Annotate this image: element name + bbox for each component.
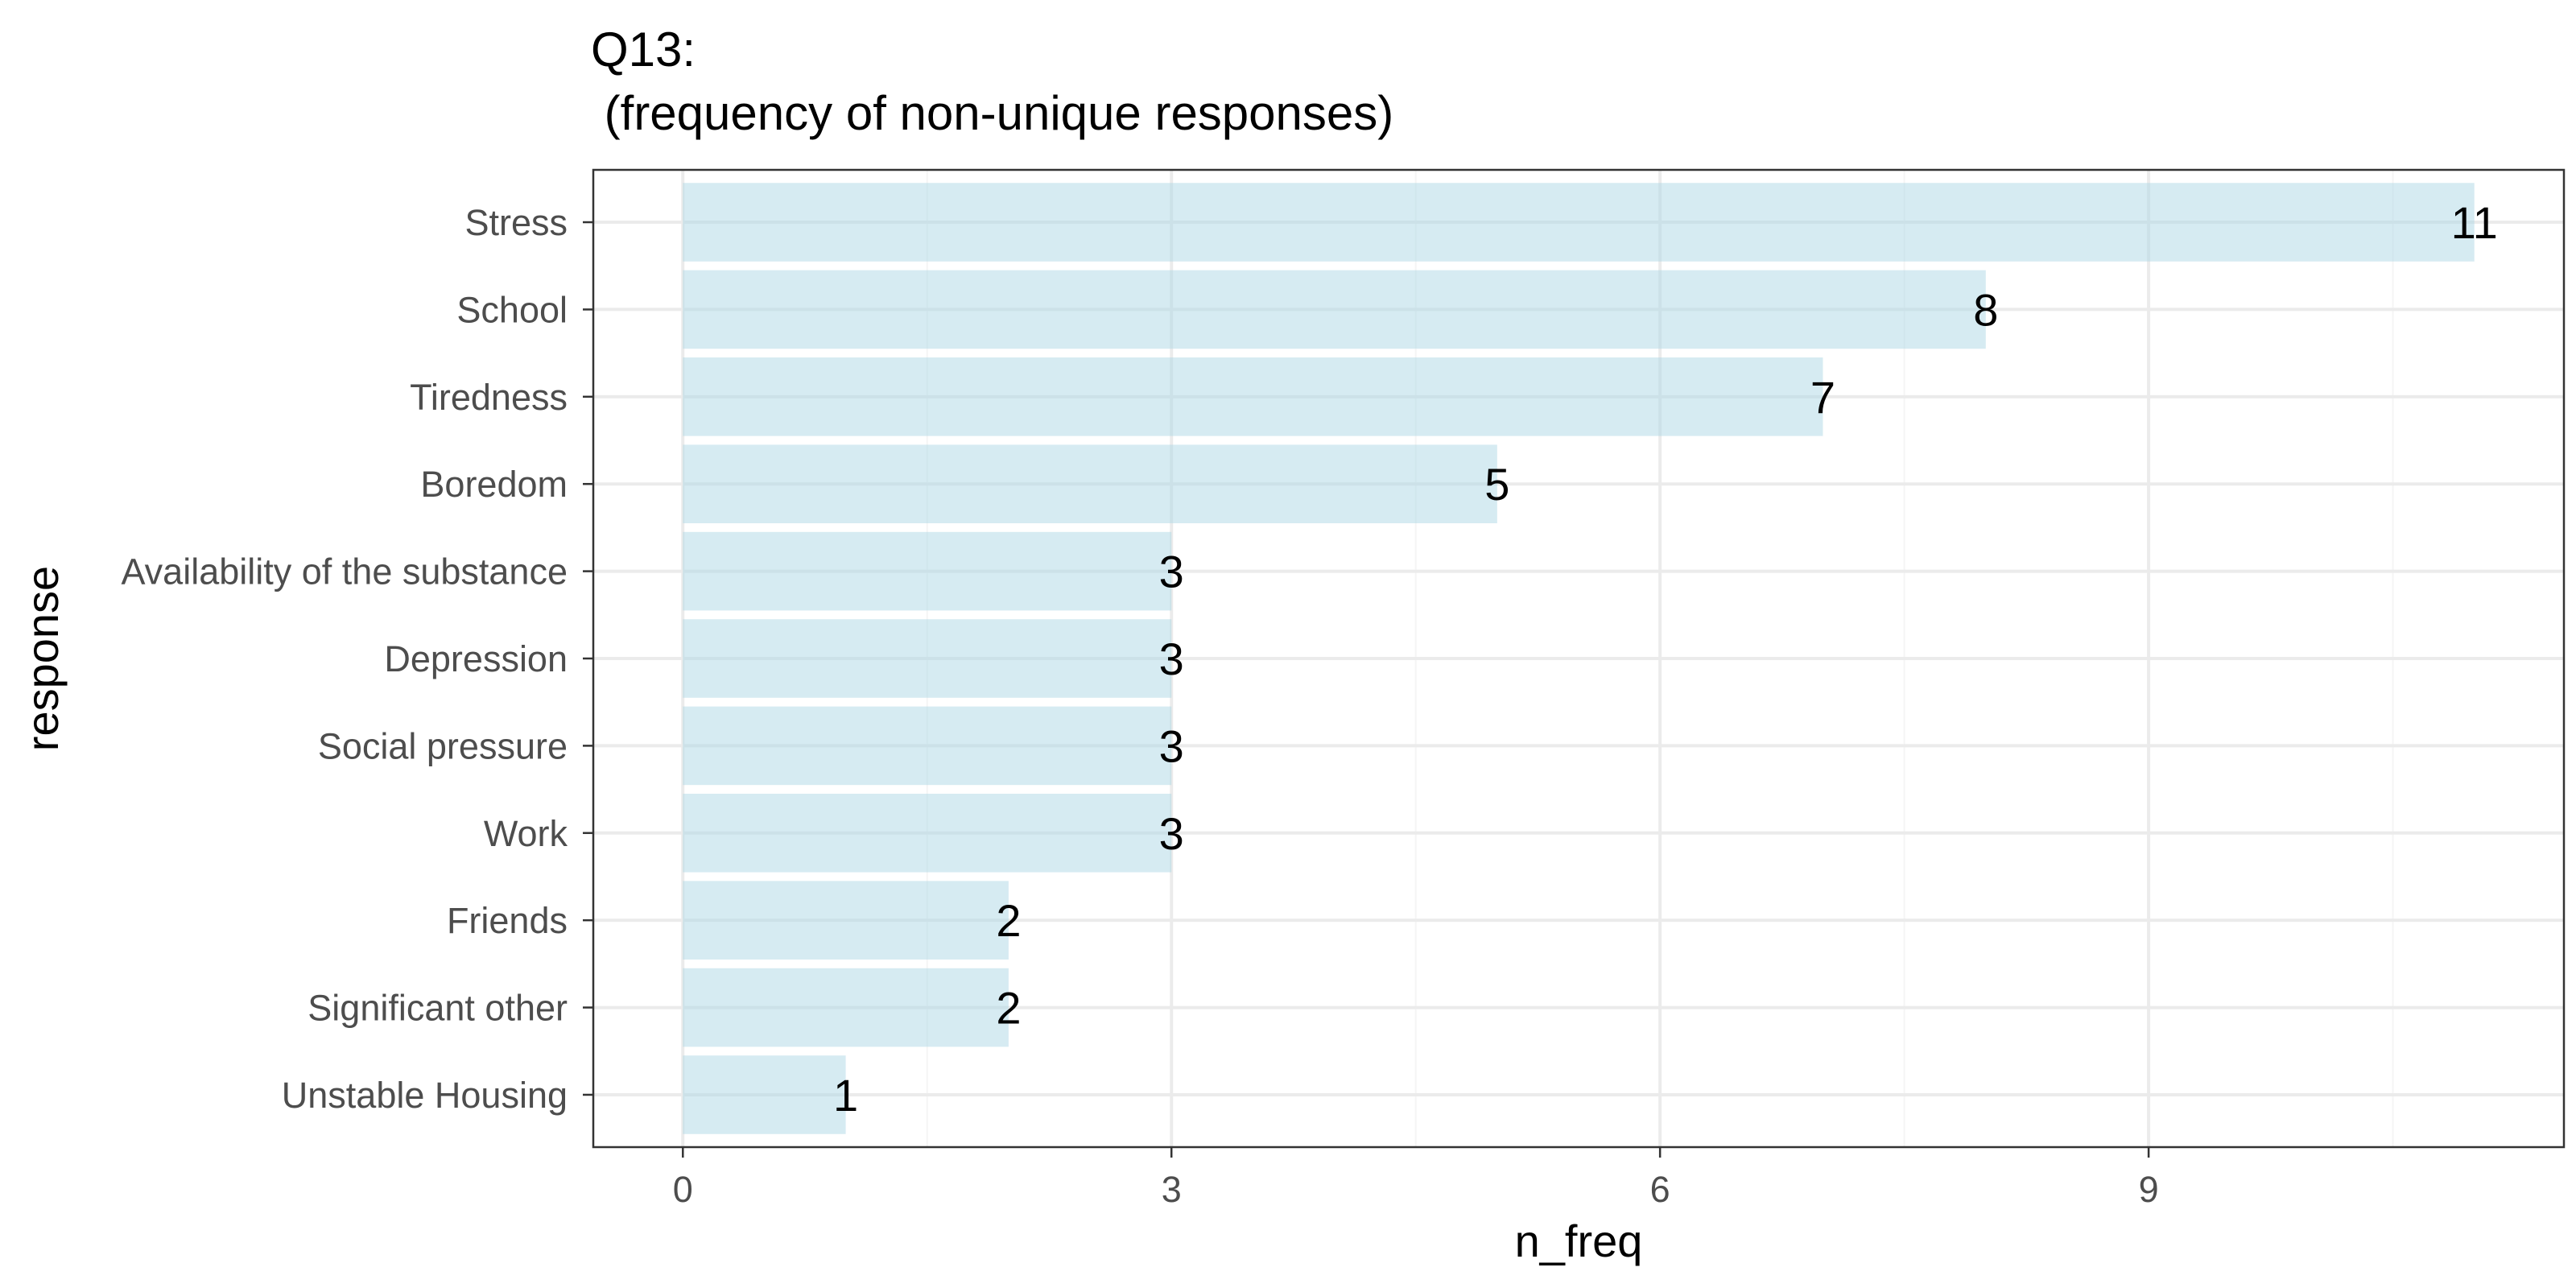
bar — [683, 794, 1172, 873]
y-tick-label: School — [456, 289, 568, 330]
y-tick-label: Stress — [464, 202, 568, 243]
bar — [683, 183, 2475, 262]
bar — [683, 968, 1009, 1047]
bar — [683, 531, 1172, 611]
data-label: 1 — [833, 1070, 858, 1121]
data-label: 3 — [1159, 634, 1184, 684]
bar — [683, 270, 1986, 349]
bar — [683, 706, 1172, 786]
y-axis-title: response — [17, 566, 68, 751]
bar — [683, 444, 1497, 523]
bars — [683, 183, 2475, 1134]
bar — [683, 1055, 846, 1134]
y-tick-label: Unstable Housing — [282, 1075, 568, 1116]
y-tick-label: Social pressure — [318, 725, 568, 766]
bar — [683, 619, 1172, 698]
x-axis-title: n_freq — [1515, 1216, 1643, 1266]
y-tick-label: Work — [484, 813, 568, 854]
y-tick-label: Availability of the substance — [121, 551, 568, 592]
y-axis: Stress School Tiredness Boredom Availability… — [121, 202, 593, 1116]
data-label: 7 — [1810, 372, 1835, 423]
data-label: 2 — [996, 895, 1021, 946]
chart-title: Q13: — [591, 23, 696, 76]
data-labels: 11 8 7 5 3 3 3 3 2 2 1 — [833, 197, 2498, 1121]
data-label: 3 — [1159, 808, 1184, 859]
x-tick-label: 3 — [1162, 1169, 1182, 1210]
data-label: 3 — [1159, 547, 1184, 597]
bar — [683, 357, 1823, 436]
y-tick-label: Boredom — [420, 464, 568, 505]
y-tick-label: Friends — [447, 900, 568, 941]
data-label: 8 — [1973, 284, 1998, 335]
data-label: 3 — [1159, 720, 1184, 771]
y-tick-label: Significant other — [308, 988, 568, 1029]
y-tick-label: Tiredness — [410, 377, 568, 418]
x-axis: 0 3 6 9 — [673, 1147, 2159, 1210]
bar — [683, 881, 1009, 960]
data-label: 11 — [2451, 197, 2498, 248]
data-label: 2 — [996, 983, 1021, 1034]
chart-subtitle: (frequency of non-unique responses) — [591, 86, 1393, 140]
x-tick-label: 0 — [673, 1169, 693, 1210]
x-tick-label: 6 — [1650, 1169, 1670, 1210]
y-tick-label: Depression — [384, 638, 568, 679]
data-label: 5 — [1484, 459, 1509, 510]
x-tick-label: 9 — [2139, 1169, 2159, 1210]
